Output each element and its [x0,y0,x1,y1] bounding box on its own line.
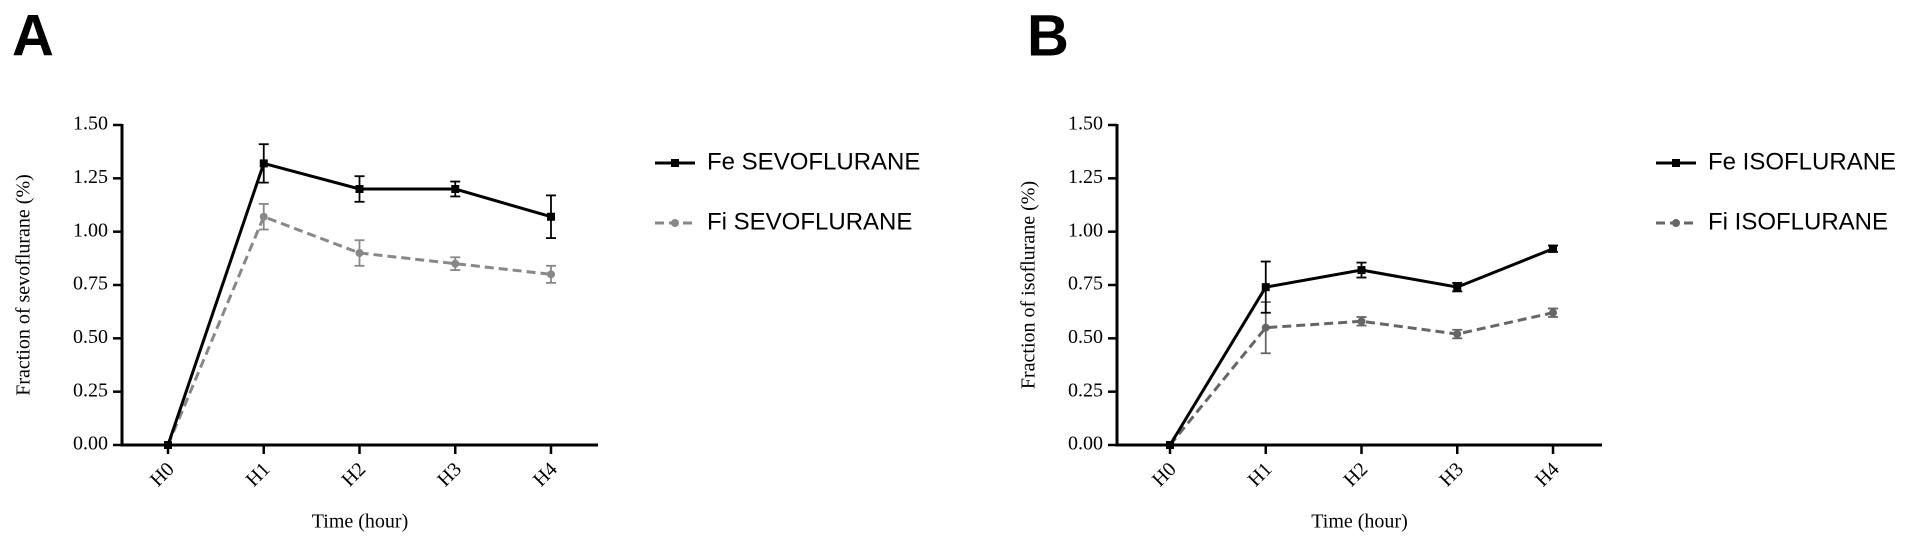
x-tick-label: H0 [1148,458,1181,491]
y-tick-label: 0.75 [73,273,108,295]
y-tick-label: 0.25 [1068,379,1103,401]
series-line [166,214,552,446]
marker [1261,323,1270,332]
y-tick-label: 0.50 [73,326,108,348]
x-tick-label: H0 [146,458,179,491]
x-tick-label: H3 [1435,458,1468,491]
y-tick-label: 1.50 [73,113,108,135]
marker [1261,283,1270,292]
x-tick-label: H1 [1244,458,1277,491]
x-tick-label: H2 [1339,458,1372,491]
marker [1357,266,1366,275]
legend-marker [671,219,679,227]
marker [1549,244,1557,253]
series-line [1168,311,1554,446]
marker [355,249,364,257]
legend-marker [1672,219,1680,227]
y-tick-label: 1.00 [1068,219,1103,241]
legend-marker [1672,159,1680,167]
x-tick-label: H4 [529,458,562,491]
marker [1166,441,1174,449]
marker [1453,283,1462,292]
panel-label: B [1027,3,1069,68]
legend-label: Fi SEVOFLURANE [707,208,912,235]
marker [355,185,364,193]
x-tick-label: H1 [242,458,275,491]
y-tick-label: 1.00 [73,219,108,241]
legend-marker [671,159,679,167]
marker [547,212,555,221]
y-tick-label: 1.25 [73,166,108,188]
x-tick-label: H2 [337,458,370,491]
x-axis-title: Time (hour) [312,511,408,533]
y-tick-label: 0.50 [1068,326,1103,348]
marker [1357,317,1366,326]
y-axis-title: Fraction of isoflurane (%) [1018,181,1040,389]
y-tick-label: 0.75 [1068,273,1103,295]
marker [547,270,555,279]
marker [164,441,172,449]
legend-label: Fe ISOFLURANE [1708,148,1896,175]
marker [1453,330,1462,339]
panel-label: A [12,3,54,68]
series-line [166,161,552,446]
y-axis-title: Fraction of sevoflurane (%) [13,174,35,396]
y-tick-label: 1.25 [1068,166,1103,188]
x-tick-label: H4 [1531,458,1564,491]
y-tick-label: 0.00 [1068,433,1103,455]
x-tick-label: H3 [433,458,466,491]
x-axis-title: Time (hour) [1311,511,1407,533]
marker [259,212,268,221]
y-tick-label: 0.25 [73,379,108,401]
legend-label: Fe SEVOFLURANE [707,148,920,175]
marker [451,185,460,193]
marker [451,259,460,268]
y-tick-label: 0.00 [73,433,108,455]
marker [259,159,268,168]
y-tick-label: 1.50 [1068,113,1103,135]
marker [1549,308,1557,317]
legend-label: Fi ISOFLURANE [1708,208,1888,235]
